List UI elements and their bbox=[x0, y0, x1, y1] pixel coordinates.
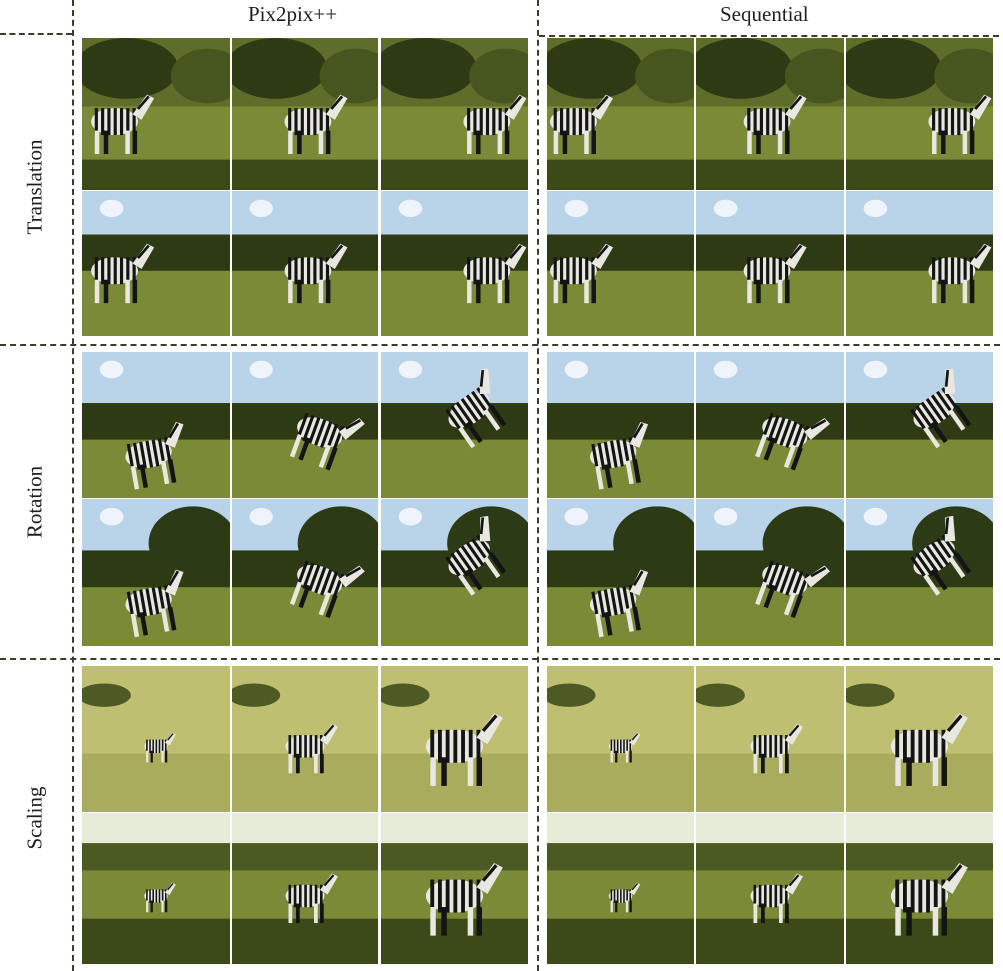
zebra-photo-panel bbox=[696, 499, 844, 646]
zebra-photo-panel bbox=[547, 352, 694, 498]
zebra-photo-panel bbox=[381, 813, 528, 964]
divider-row-1 bbox=[0, 344, 1000, 346]
zebra-photo-panel bbox=[82, 352, 230, 498]
zebra-photo-panel bbox=[696, 666, 844, 812]
zebra-photo-panel bbox=[696, 813, 844, 964]
zebra-photo-panel bbox=[547, 499, 694, 646]
zebra-photo-panel bbox=[82, 191, 230, 336]
zebra-photo-panel bbox=[82, 813, 230, 964]
zebra-photo-panel bbox=[232, 813, 378, 964]
zebra-photo-panel bbox=[381, 38, 528, 190]
zebra-photo-panel bbox=[82, 499, 230, 646]
column-header-pix2pix: Pix2pix++ bbox=[248, 2, 338, 26]
zebra-photo-panel bbox=[232, 499, 378, 646]
row-label-rotation: Rotation bbox=[22, 465, 47, 539]
column-header-sequential: Sequential bbox=[720, 2, 809, 26]
zebra-photo-panel bbox=[547, 813, 694, 964]
divider-header-right bbox=[539, 35, 999, 37]
zebra-photo-panel bbox=[381, 499, 528, 646]
zebra-photo-panel bbox=[846, 191, 993, 336]
divider-header bbox=[0, 33, 72, 35]
zebra-photo-panel bbox=[696, 352, 844, 498]
zebra-photo-panel bbox=[381, 191, 528, 336]
zebra-photo-panel bbox=[82, 666, 230, 812]
divider-middle bbox=[537, 0, 539, 971]
zebra-photo-panel bbox=[846, 352, 993, 498]
zebra-photo-panel bbox=[381, 352, 528, 498]
zebra-photo-panel bbox=[232, 666, 378, 812]
row-label-translation: Translation bbox=[22, 139, 47, 235]
divider-left bbox=[72, 0, 74, 971]
zebra-photo-panel bbox=[846, 666, 993, 812]
row-label-scaling: Scaling bbox=[22, 786, 47, 850]
zebra-photo-panel bbox=[696, 191, 844, 336]
zebra-photo-panel bbox=[846, 499, 993, 646]
zebra-photo-panel bbox=[846, 38, 993, 190]
divider-row-2 bbox=[0, 658, 1000, 660]
zebra-photo-panel bbox=[232, 352, 378, 498]
zebra-photo-panel bbox=[232, 38, 378, 190]
zebra-photo-panel bbox=[381, 666, 528, 812]
zebra-photo-panel bbox=[547, 666, 694, 812]
zebra-photo-panel bbox=[846, 813, 993, 964]
zebra-photo-panel bbox=[232, 191, 378, 336]
zebra-photo-panel bbox=[547, 191, 694, 336]
zebra-photo-panel bbox=[547, 38, 694, 190]
zebra-photo-panel bbox=[696, 38, 844, 190]
zebra-photo-panel bbox=[82, 38, 230, 190]
